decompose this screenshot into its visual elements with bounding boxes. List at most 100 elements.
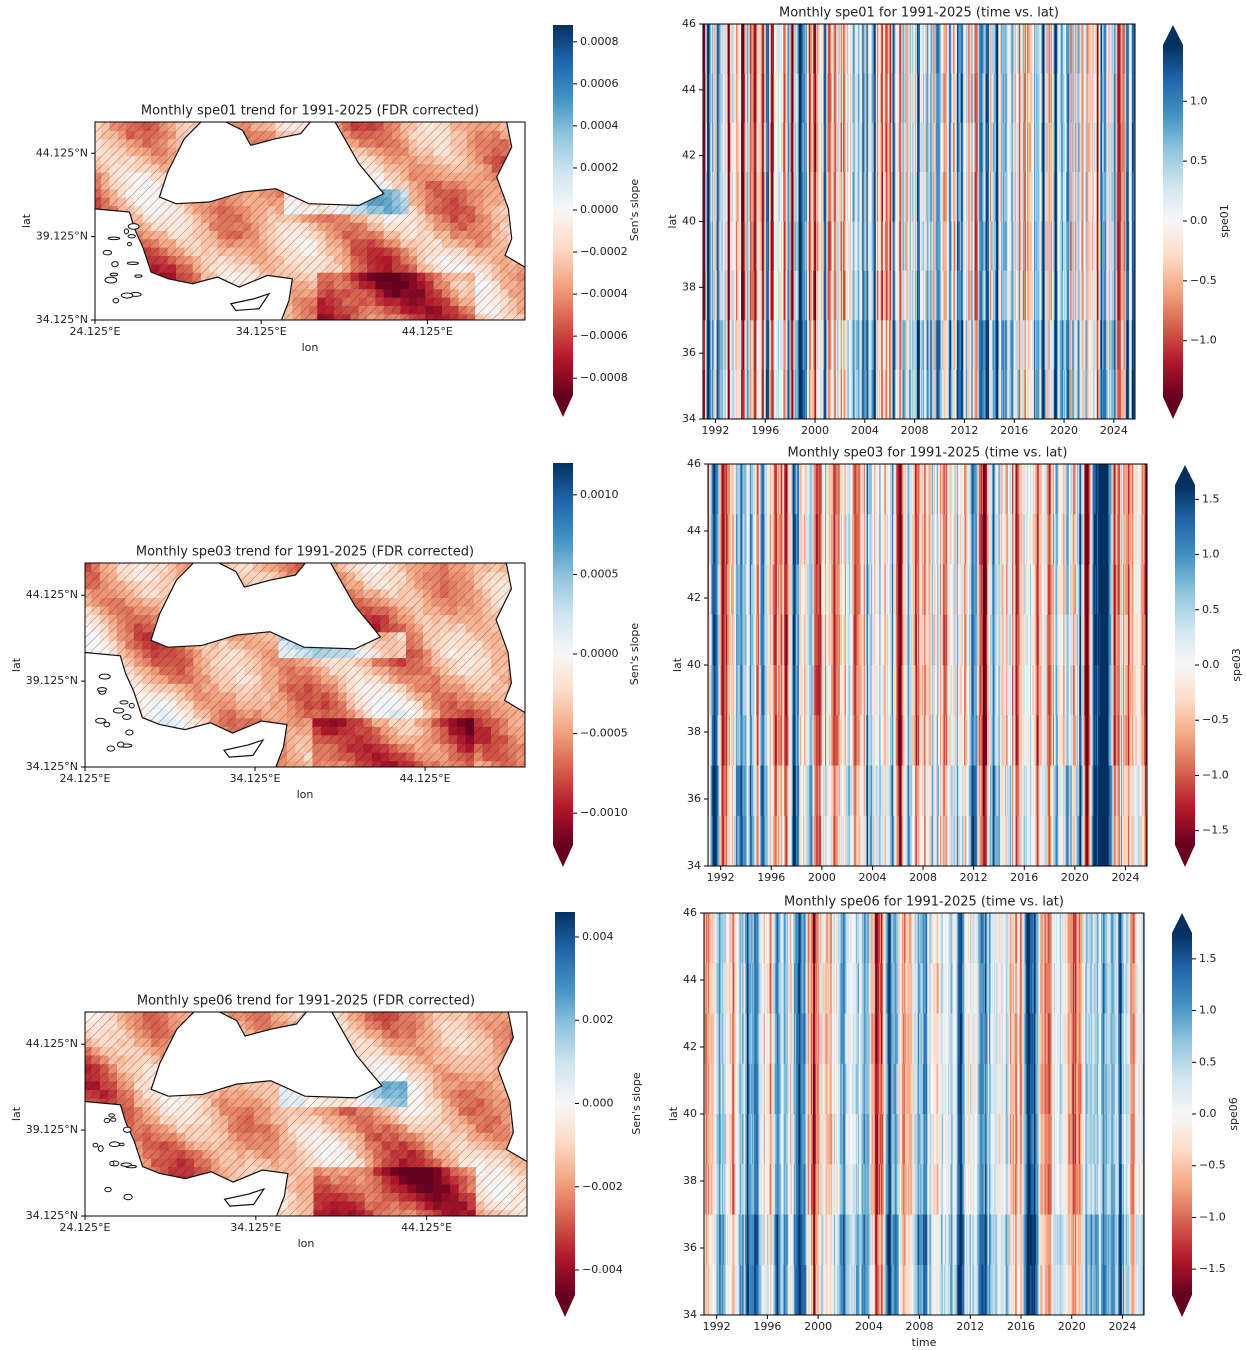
colorbar-tick-label: 0.0006 bbox=[580, 77, 619, 90]
x-tick-label: 2012 bbox=[950, 424, 978, 437]
colorbar-tick-label: −0.002 bbox=[582, 1180, 623, 1193]
colorbar-fill bbox=[553, 25, 573, 395]
island bbox=[121, 293, 132, 298]
colorbar-tick-label: −0.0002 bbox=[580, 245, 628, 258]
y-tick-label: 38 bbox=[687, 725, 701, 738]
x-tick-label: 2024 bbox=[1111, 871, 1139, 884]
island bbox=[124, 1194, 132, 1200]
y-tick-label: 46 bbox=[687, 457, 701, 470]
x-axis-label: lon bbox=[302, 341, 319, 354]
colorbar-tick-label: −1.5 bbox=[1202, 824, 1229, 837]
plot-area bbox=[703, 24, 1135, 419]
colorbar-tick-label: 0.0004 bbox=[580, 119, 619, 132]
y-tick-label: 34 bbox=[682, 412, 696, 425]
x-tick-label: 2008 bbox=[909, 871, 937, 884]
x-tick-label: 1992 bbox=[701, 424, 729, 437]
colorbar-extend bbox=[1175, 465, 1195, 485]
x-axis-label: time bbox=[912, 1336, 937, 1349]
plot-area bbox=[708, 464, 1147, 866]
colorbar-tick-label: −0.0010 bbox=[580, 806, 628, 819]
y-tick-label: 44.125°N bbox=[26, 1037, 78, 1050]
colorbar-tick-label: −1.0 bbox=[1202, 768, 1229, 781]
x-tick-label: 1996 bbox=[753, 1320, 781, 1333]
island bbox=[129, 703, 134, 707]
island bbox=[113, 298, 119, 303]
colorbar: −1.5−1.0−0.50.00.51.01.5spe06 bbox=[1172, 913, 1240, 1317]
island bbox=[98, 688, 107, 692]
colorbar-tick-label: 0.0 bbox=[1190, 214, 1208, 227]
colorbar-tick-label: 0.5 bbox=[1202, 603, 1220, 616]
colorbar-tick-label: −0.5 bbox=[1190, 274, 1217, 287]
island bbox=[108, 237, 120, 239]
colorbar-tick-label: 0.004 bbox=[582, 930, 614, 943]
x-tick-label: 2016 bbox=[1007, 1320, 1035, 1333]
colorbar: −1.0−0.50.00.51.0spe01 bbox=[1163, 25, 1231, 419]
x-tick-label: 2020 bbox=[1061, 871, 1089, 884]
x-tick-label: 2024 bbox=[1100, 424, 1128, 437]
colorbar-tick-label: 0.0000 bbox=[580, 203, 619, 216]
y-tick-label: 40 bbox=[687, 658, 701, 671]
colorbar-tick-label: −1.5 bbox=[1199, 1262, 1226, 1275]
colorbar-label: spe03 bbox=[1230, 648, 1243, 681]
colorbar-extend bbox=[1175, 845, 1195, 867]
island bbox=[113, 708, 123, 713]
island bbox=[126, 730, 133, 735]
colorbar-fill bbox=[1163, 45, 1183, 397]
island bbox=[127, 242, 131, 245]
island bbox=[121, 1163, 131, 1166]
colorbar-extend bbox=[1172, 913, 1192, 933]
colorbar-label: Sen's slope bbox=[630, 1072, 643, 1134]
x-tick-label: 2020 bbox=[1058, 1320, 1086, 1333]
island bbox=[104, 1118, 110, 1122]
y-axis-label: lat bbox=[10, 1106, 23, 1121]
y-axis-label: lat bbox=[20, 213, 33, 228]
colorbar-extend bbox=[1163, 397, 1183, 419]
island bbox=[107, 746, 115, 751]
panel: 1992199620002004200820122016202020243436… bbox=[667, 895, 1240, 1350]
island bbox=[96, 718, 106, 723]
chart-title: Monthly spe01 trend for 1991-2025 (FDR c… bbox=[141, 104, 479, 119]
island bbox=[105, 1187, 111, 1191]
chart-title: Monthly spe03 trend for 1991-2025 (FDR c… bbox=[136, 545, 474, 560]
x-axis-label: lon bbox=[297, 788, 314, 801]
x-tick-label: 2000 bbox=[808, 871, 836, 884]
y-tick-label: 36 bbox=[687, 792, 701, 805]
y-tick-label: 39.125°N bbox=[26, 674, 78, 687]
colorbar-tick-label: −1.0 bbox=[1190, 334, 1217, 347]
island bbox=[103, 250, 111, 255]
colorbar-tick-label: 1.5 bbox=[1199, 952, 1217, 965]
chart-title: Monthly spe03 for 1991-2025 (time vs. la… bbox=[788, 446, 1068, 461]
x-tick-label: 2020 bbox=[1050, 424, 1078, 437]
x-tick-label: 1996 bbox=[757, 871, 785, 884]
plot-area bbox=[83, 546, 534, 770]
x-tick-label: 2012 bbox=[956, 1320, 984, 1333]
colorbar-tick-label: 0.0 bbox=[1202, 658, 1220, 671]
y-tick-label: 44 bbox=[683, 973, 697, 986]
chart-title: Monthly spe06 trend for 1991-2025 (FDR c… bbox=[137, 994, 475, 1009]
y-tick-label: 38 bbox=[682, 280, 696, 293]
colorbar: −1.5−1.0−0.50.00.51.01.5spe03 bbox=[1175, 465, 1243, 867]
colorbar-tick-label: 0.0 bbox=[1199, 1107, 1217, 1120]
colorbar-tick-label: −1.0 bbox=[1199, 1210, 1226, 1223]
island bbox=[111, 1118, 116, 1121]
colorbar-tick-label: 0.0000 bbox=[580, 647, 619, 660]
x-tick-label: 44.125°E bbox=[400, 772, 451, 785]
y-tick-label: 34 bbox=[687, 859, 701, 872]
y-tick-label: 46 bbox=[683, 906, 697, 919]
island bbox=[124, 229, 128, 234]
island bbox=[112, 262, 118, 267]
island bbox=[127, 262, 138, 265]
colorbar-extend bbox=[553, 395, 573, 417]
x-tick-label: 44.125°E bbox=[402, 325, 453, 338]
colorbar: −0.0010−0.00050.00000.00050.0010Sen's sl… bbox=[553, 463, 641, 867]
y-tick-label: 42 bbox=[682, 149, 696, 162]
y-tick-label: 39.125°N bbox=[36, 230, 88, 243]
x-tick-label: 34.125°E bbox=[236, 325, 287, 338]
y-tick-label: 44.125°N bbox=[36, 146, 88, 159]
island bbox=[109, 1114, 115, 1117]
colorbar-tick-label: 0.0005 bbox=[580, 567, 619, 580]
colorbar-tick-label: 0.0010 bbox=[580, 488, 619, 501]
island bbox=[98, 1146, 103, 1152]
island bbox=[128, 235, 135, 238]
x-tick-label: 2000 bbox=[804, 1320, 832, 1333]
